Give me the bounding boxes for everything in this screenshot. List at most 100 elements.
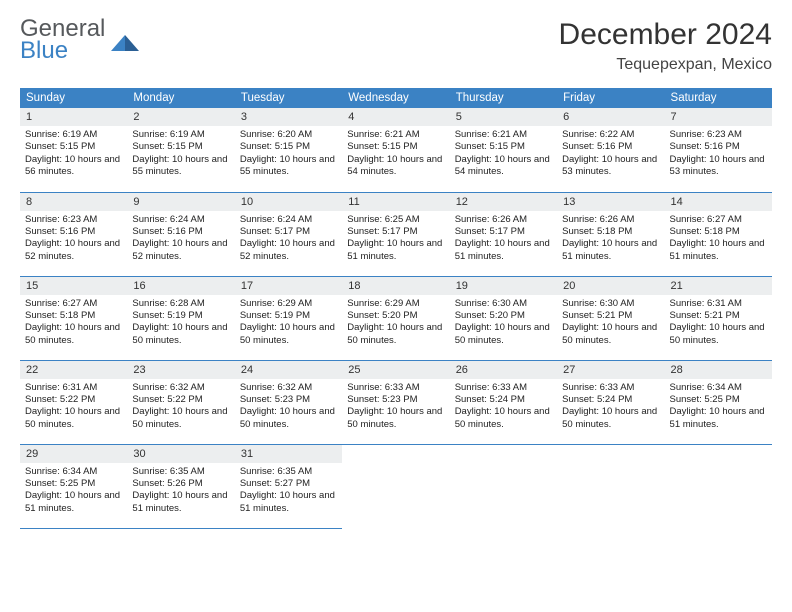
day-header-thursday: Thursday [450, 88, 557, 108]
daylight-line: Daylight: 10 hours and 51 minutes. [670, 238, 767, 263]
header: GeneralBlue December 2024 Tequepexpan, M… [20, 18, 772, 74]
calendar-cell: 27Sunrise: 6:33 AMSunset: 5:24 PMDayligh… [557, 360, 664, 444]
day-info: Sunrise: 6:32 AMSunset: 5:23 PMDaylight:… [235, 379, 342, 436]
day-number: 27 [557, 361, 664, 379]
logo-text: GeneralBlue [20, 18, 105, 61]
sunset-line: Sunset: 5:18 PM [670, 226, 767, 238]
sunset-line: Sunset: 5:15 PM [240, 141, 337, 153]
day-info: Sunrise: 6:34 AMSunset: 5:25 PMDaylight:… [665, 379, 772, 436]
calendar-cell: 30Sunrise: 6:35 AMSunset: 5:26 PMDayligh… [127, 444, 234, 528]
day-info: Sunrise: 6:24 AMSunset: 5:17 PMDaylight:… [235, 211, 342, 268]
sunset-line: Sunset: 5:23 PM [347, 394, 444, 406]
calendar-cell: 16Sunrise: 6:28 AMSunset: 5:19 PMDayligh… [127, 276, 234, 360]
daylight-line: Daylight: 10 hours and 51 minutes. [240, 490, 337, 515]
sunset-line: Sunset: 5:22 PM [132, 394, 229, 406]
sunrise-line: Sunrise: 6:21 AM [347, 129, 444, 141]
daylight-line: Daylight: 10 hours and 50 minutes. [347, 322, 444, 347]
calendar-cell: 10Sunrise: 6:24 AMSunset: 5:17 PMDayligh… [235, 192, 342, 276]
sunset-line: Sunset: 5:21 PM [562, 310, 659, 322]
sunrise-line: Sunrise: 6:23 AM [670, 129, 767, 141]
daylight-line: Daylight: 10 hours and 52 minutes. [240, 238, 337, 263]
day-info: Sunrise: 6:29 AMSunset: 5:19 PMDaylight:… [235, 295, 342, 352]
day-info: Sunrise: 6:33 AMSunset: 5:24 PMDaylight:… [557, 379, 664, 436]
daylight-line: Daylight: 10 hours and 51 minutes. [455, 238, 552, 263]
logo: GeneralBlue [20, 18, 139, 61]
calendar-cell: 31Sunrise: 6:35 AMSunset: 5:27 PMDayligh… [235, 444, 342, 528]
calendar-cell: 13Sunrise: 6:26 AMSunset: 5:18 PMDayligh… [557, 192, 664, 276]
day-header-monday: Monday [127, 88, 234, 108]
day-number: 2 [127, 108, 234, 126]
daylight-line: Daylight: 10 hours and 54 minutes. [347, 154, 444, 179]
calendar-table: SundayMondayTuesdayWednesdayThursdayFrid… [20, 88, 772, 529]
sunset-line: Sunset: 5:21 PM [670, 310, 767, 322]
day-info: Sunrise: 6:33 AMSunset: 5:23 PMDaylight:… [342, 379, 449, 436]
sunset-line: Sunset: 5:17 PM [240, 226, 337, 238]
daylight-line: Daylight: 10 hours and 50 minutes. [562, 322, 659, 347]
day-number: 17 [235, 277, 342, 295]
sunrise-line: Sunrise: 6:32 AM [240, 382, 337, 394]
sunrise-line: Sunrise: 6:24 AM [240, 214, 337, 226]
day-number: 3 [235, 108, 342, 126]
day-number: 16 [127, 277, 234, 295]
day-info: Sunrise: 6:21 AMSunset: 5:15 PMDaylight:… [450, 126, 557, 183]
calendar-cell: 3Sunrise: 6:20 AMSunset: 5:15 PMDaylight… [235, 108, 342, 192]
day-number: 15 [20, 277, 127, 295]
calendar-cell: 24Sunrise: 6:32 AMSunset: 5:23 PMDayligh… [235, 360, 342, 444]
day-number: 8 [20, 193, 127, 211]
sunrise-line: Sunrise: 6:32 AM [132, 382, 229, 394]
sunrise-line: Sunrise: 6:26 AM [562, 214, 659, 226]
calendar-cell: 9Sunrise: 6:24 AMSunset: 5:16 PMDaylight… [127, 192, 234, 276]
day-header-tuesday: Tuesday [235, 88, 342, 108]
day-number: 9 [127, 193, 234, 211]
sunrise-line: Sunrise: 6:35 AM [240, 466, 337, 478]
daylight-line: Daylight: 10 hours and 56 minutes. [25, 154, 122, 179]
day-info: Sunrise: 6:26 AMSunset: 5:18 PMDaylight:… [557, 211, 664, 268]
day-info: Sunrise: 6:25 AMSunset: 5:17 PMDaylight:… [342, 211, 449, 268]
sunset-line: Sunset: 5:16 PM [132, 226, 229, 238]
day-number: 23 [127, 361, 234, 379]
sunset-line: Sunset: 5:15 PM [25, 141, 122, 153]
day-number: 1 [20, 108, 127, 126]
daylight-line: Daylight: 10 hours and 50 minutes. [132, 406, 229, 431]
calendar-cell: 5Sunrise: 6:21 AMSunset: 5:15 PMDaylight… [450, 108, 557, 192]
calendar-row: 1Sunrise: 6:19 AMSunset: 5:15 PMDaylight… [20, 108, 772, 192]
sunrise-line: Sunrise: 6:33 AM [455, 382, 552, 394]
day-info: Sunrise: 6:30 AMSunset: 5:21 PMDaylight:… [557, 295, 664, 352]
day-info: Sunrise: 6:34 AMSunset: 5:25 PMDaylight:… [20, 463, 127, 520]
title-block: December 2024 Tequepexpan, Mexico [559, 18, 772, 74]
daylight-line: Daylight: 10 hours and 50 minutes. [347, 406, 444, 431]
day-info: Sunrise: 6:20 AMSunset: 5:15 PMDaylight:… [235, 126, 342, 183]
daylight-line: Daylight: 10 hours and 52 minutes. [132, 238, 229, 263]
sunset-line: Sunset: 5:18 PM [562, 226, 659, 238]
calendar-row: 8Sunrise: 6:23 AMSunset: 5:16 PMDaylight… [20, 192, 772, 276]
daylight-line: Daylight: 10 hours and 54 minutes. [455, 154, 552, 179]
day-number: 24 [235, 361, 342, 379]
sunrise-line: Sunrise: 6:20 AM [240, 129, 337, 141]
sunset-line: Sunset: 5:15 PM [347, 141, 444, 153]
calendar-cell: 4 Sunrise: 6:21 AMSunset: 5:15 PMDaylight… [342, 108, 449, 192]
month-title: December 2024 [559, 18, 772, 52]
sunset-line: Sunset: 5:16 PM [670, 141, 767, 153]
sunrise-line: Sunrise: 6:34 AM [25, 466, 122, 478]
day-header-friday: Friday [557, 88, 664, 108]
sunrise-line: Sunrise: 6:22 AM [562, 129, 659, 141]
calendar-head: SundayMondayTuesdayWednesdayThursdayFrid… [20, 88, 772, 108]
day-info: Sunrise: 6:27 AMSunset: 5:18 PMDaylight:… [665, 211, 772, 268]
daylight-line: Daylight: 10 hours and 51 minutes. [25, 490, 122, 515]
calendar-cell: 20Sunrise: 6:30 AMSunset: 5:21 PMDayligh… [557, 276, 664, 360]
calendar-cell: 14Sunrise: 6:27 AMSunset: 5:18 PMDayligh… [665, 192, 772, 276]
day-number: 22 [20, 361, 127, 379]
daylight-line: Daylight: 10 hours and 50 minutes. [132, 322, 229, 347]
daylight-line: Daylight: 10 hours and 51 minutes. [132, 490, 229, 515]
sunset-line: Sunset: 5:15 PM [132, 141, 229, 153]
day-number: 29 [20, 445, 127, 463]
day-number: 5 [450, 108, 557, 126]
day-number: 11 [342, 193, 449, 211]
sunset-line: Sunset: 5:27 PM [240, 478, 337, 490]
calendar-cell: 18Sunrise: 6:29 AMSunset: 5:20 PMDayligh… [342, 276, 449, 360]
sunset-line: Sunset: 5:22 PM [25, 394, 122, 406]
day-number: 14 [665, 193, 772, 211]
sunrise-line: Sunrise: 6:33 AM [347, 382, 444, 394]
day-header-wednesday: Wednesday [342, 88, 449, 108]
day-number: 4 [342, 108, 449, 126]
